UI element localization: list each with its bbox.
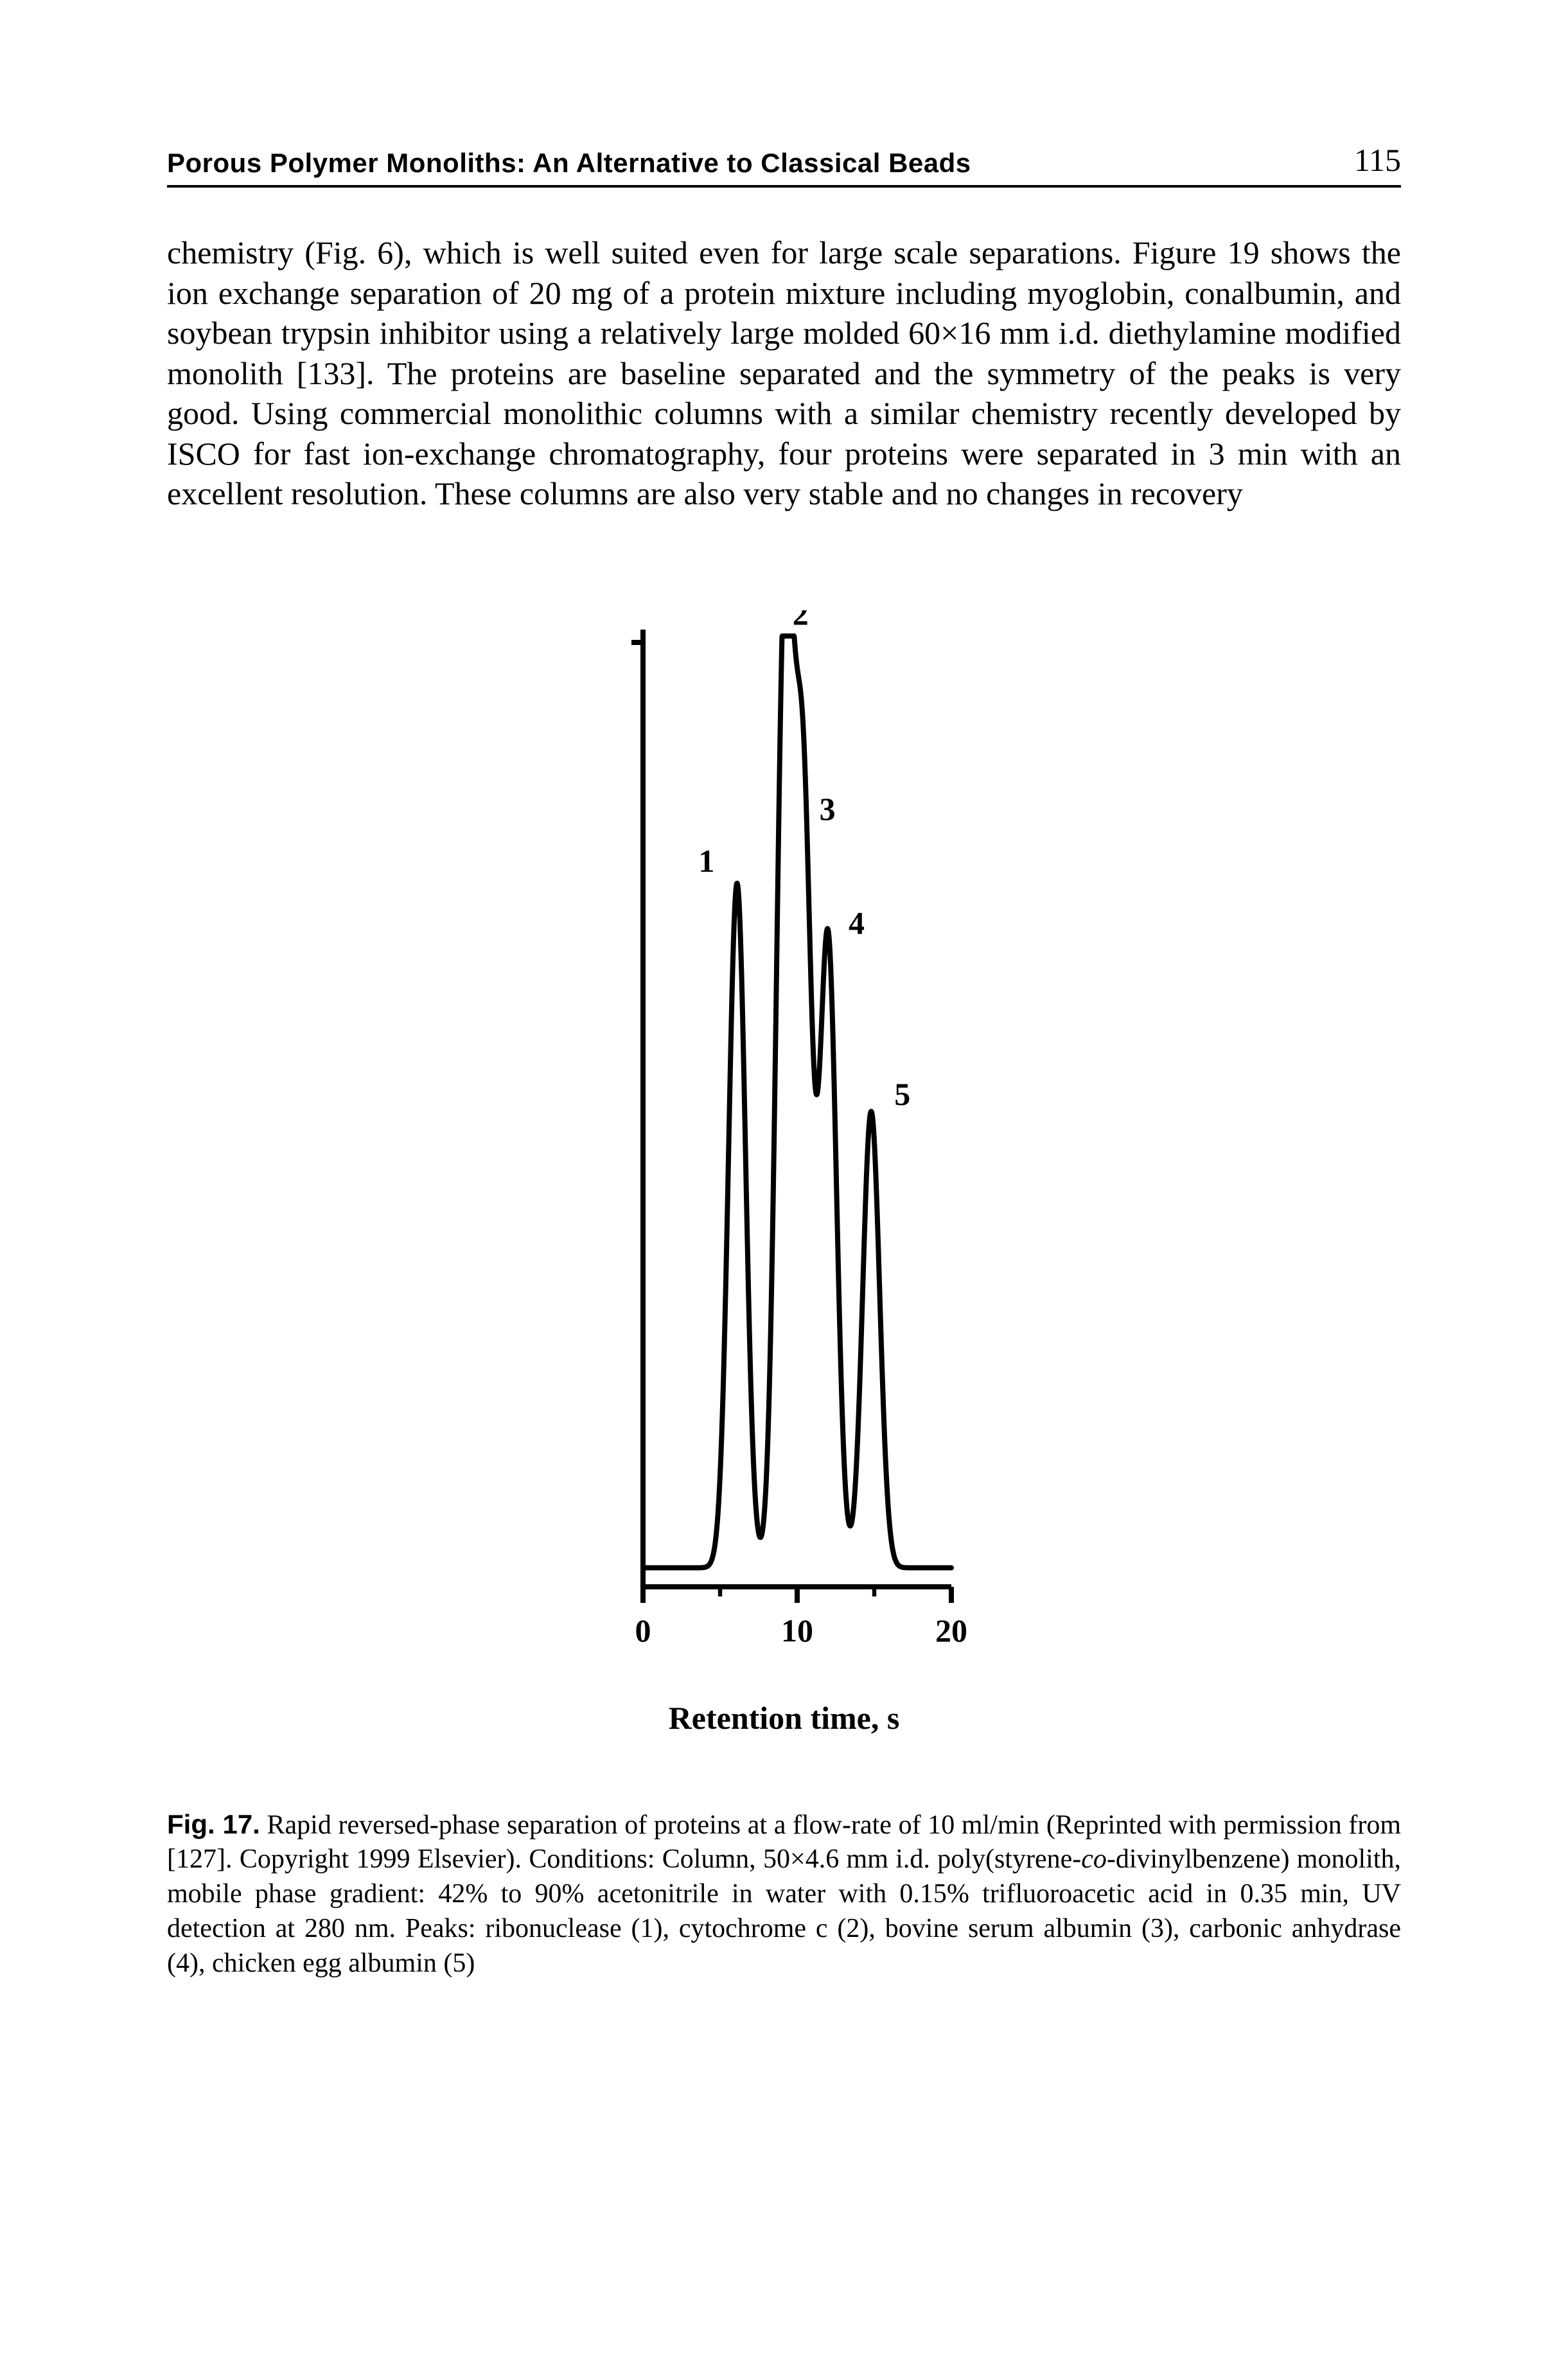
peak-label: 2 bbox=[792, 610, 808, 632]
peak-label: 1 bbox=[698, 842, 714, 878]
peak-label: 4 bbox=[849, 905, 865, 941]
running-title: Porous Polymer Monoliths: An Alternative… bbox=[167, 148, 971, 179]
svg-text:20: 20 bbox=[935, 1613, 967, 1648]
chromatogram-chart: 0 10 20 1 2 3 4 5 bbox=[592, 610, 977, 1670]
caption-label: Fig. 17. bbox=[167, 1809, 260, 1839]
running-header: Porous Polymer Monoliths: An Alternative… bbox=[167, 141, 1401, 188]
chromatogram-svg: 0 10 20 1 2 3 4 5 bbox=[592, 610, 977, 1670]
svg-text:10: 10 bbox=[781, 1613, 813, 1648]
peak-label: 3 bbox=[819, 791, 835, 827]
x-axis-label: Retention time, s bbox=[167, 1699, 1401, 1736]
caption-italic: co bbox=[1081, 1844, 1107, 1874]
figure-caption: Fig. 17. Rapid reversed-phase separation… bbox=[167, 1807, 1401, 1981]
page-number: 115 bbox=[1354, 141, 1401, 179]
figure-block: 0 10 20 1 2 3 4 5 Retention time, s bbox=[167, 610, 1401, 1736]
svg-text:0: 0 bbox=[635, 1613, 651, 1648]
page: Porous Polymer Monoliths: An Alternative… bbox=[0, 0, 1568, 2377]
peak-label: 5 bbox=[894, 1076, 910, 1112]
body-paragraph: chemistry (Fig. 6), which is well suited… bbox=[167, 233, 1401, 514]
